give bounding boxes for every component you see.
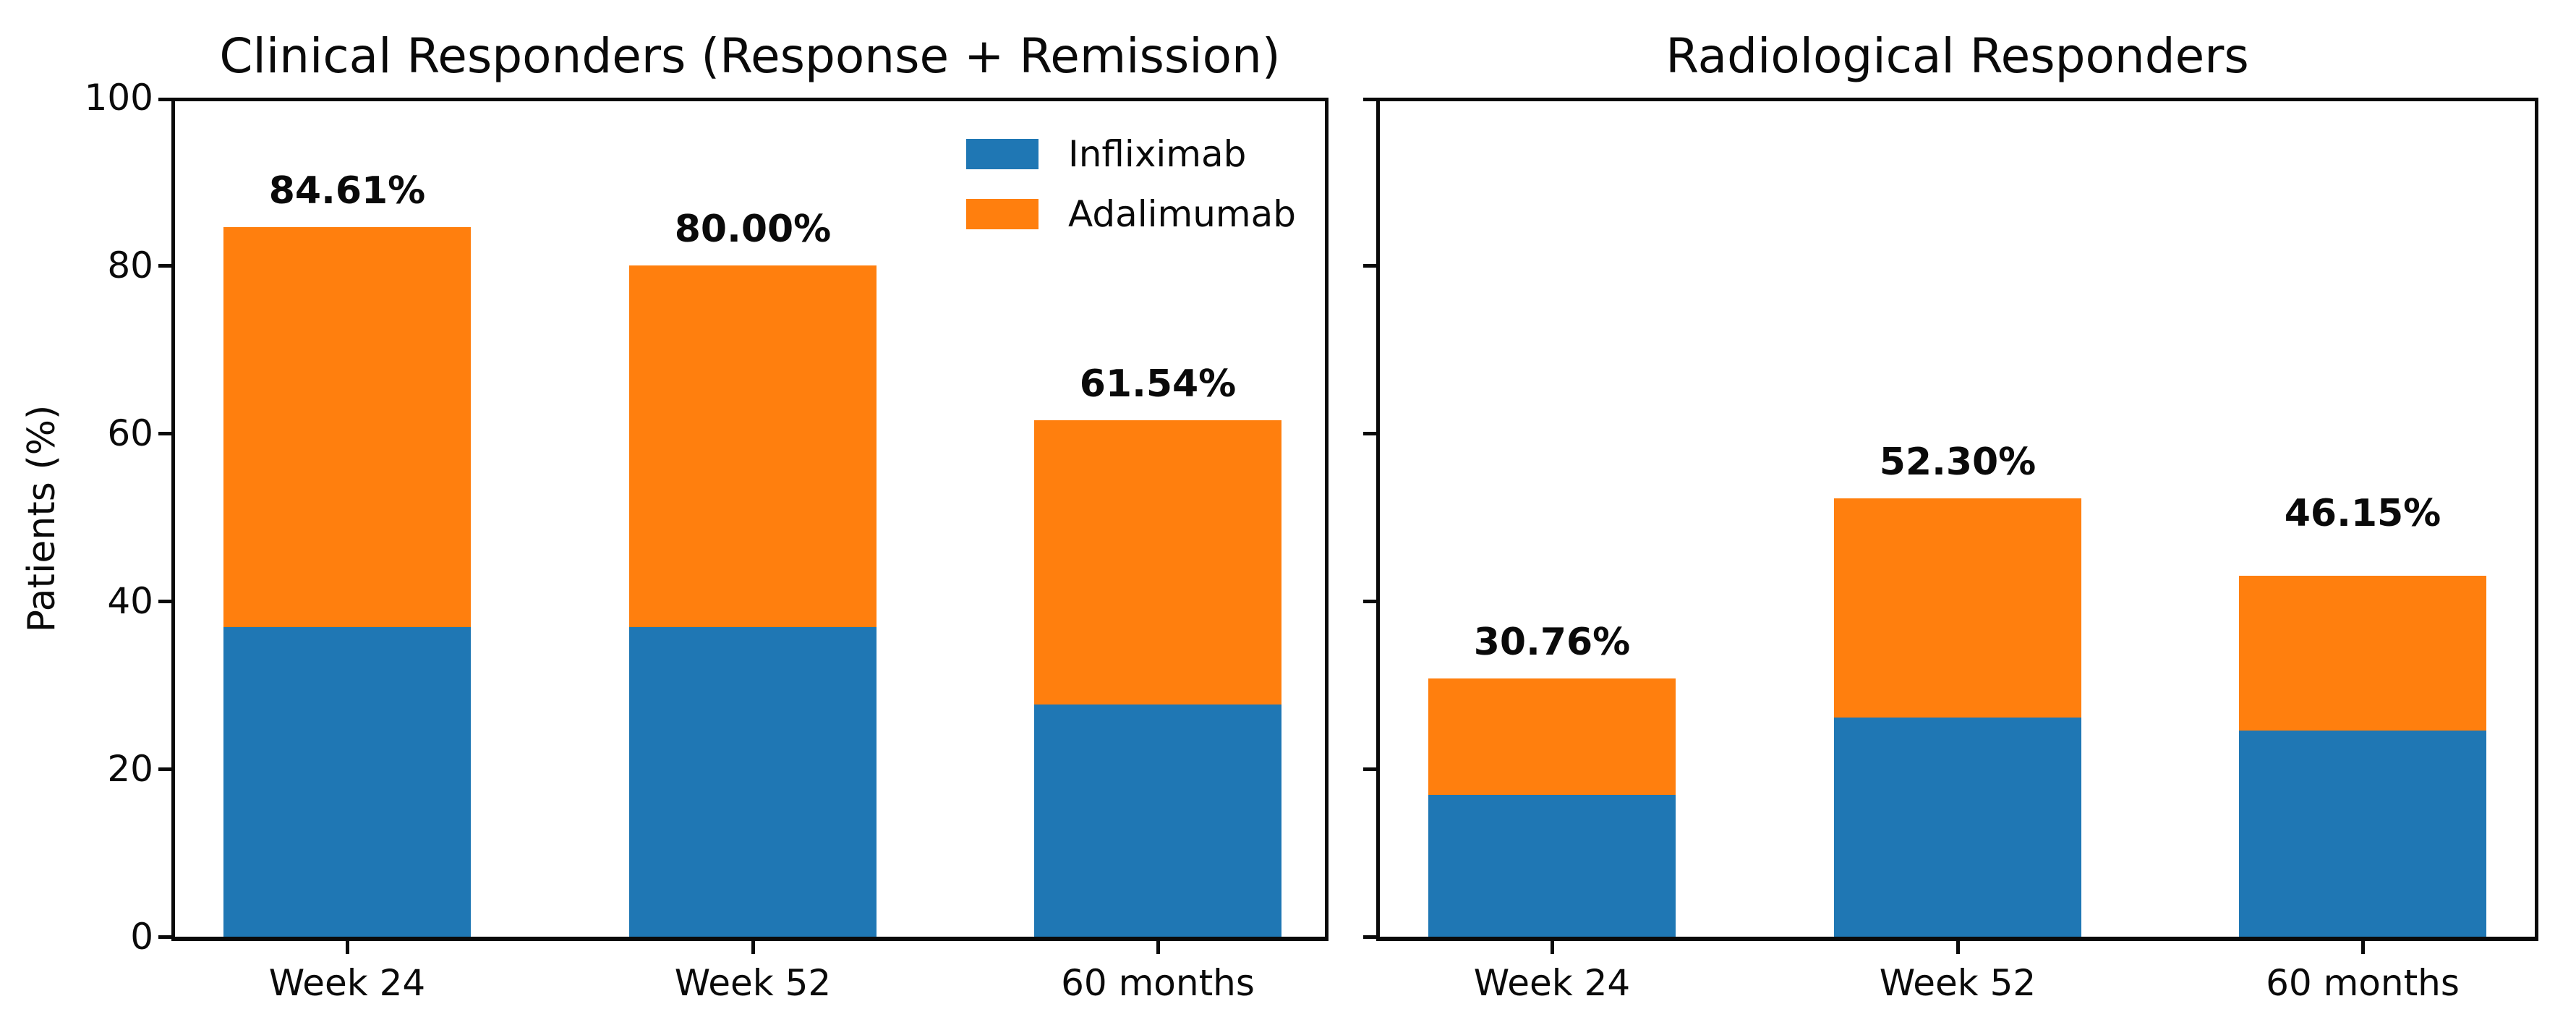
bar-total-label: 80.00% [674,208,832,251]
bar-segment-infliximab [1834,718,2081,937]
bar-segment-infliximab [629,627,877,937]
bar-group [1834,498,2081,937]
y-tick [1363,935,1376,939]
y-tick [158,264,171,268]
x-tick-label: 60 months [1061,962,1255,1004]
y-tick [1363,98,1376,101]
y-tick [158,767,171,771]
x-tick [2361,941,2365,954]
x-tick-label: Week 52 [674,962,832,1004]
y-tick-label: 100 [84,77,153,119]
bar-segment-adalimumab [2239,576,2486,731]
bar-segment-infliximab [2239,731,2486,937]
y-tick [158,98,171,101]
clinical-responders-panel: 0 20 40 60 80 100 84.61% Week 24 80.00% Week 52 61… [85,80,1328,1003]
radiological-panel-title: Radiological Responders [1666,28,2249,84]
bar-total-label: 46.15% [2284,492,2441,535]
bar-group [629,265,877,937]
bar-segment-adalimumab [223,227,471,627]
bar-total-label: 61.54% [1079,362,1237,406]
legend-label: Infliximab [1068,133,1247,175]
y-tick-label: 0 [130,916,153,958]
y-tick [158,432,171,435]
y-tick-label: 60 [107,412,153,454]
x-tick-label: Week 24 [1473,962,1631,1004]
x-tick-label: 60 months [2266,962,2460,1004]
bar-segment-infliximab [1428,795,1676,937]
x-tick [751,941,755,954]
bar-segment-infliximab [1034,705,1281,937]
legend-swatch-adalimumab [966,199,1038,229]
bar-segment-adalimumab [629,265,877,627]
x-tick [1551,941,1554,954]
y-tick [1363,432,1376,435]
clinical-panel-title: Clinical Responders (Response + Remissio… [219,28,1281,84]
bar-segment-adalimumab [1034,420,1281,705]
bar-total-label: 52.30% [1879,440,2037,484]
bar-group [2239,576,2486,937]
x-tick-label: Week 52 [1879,962,2037,1004]
bar-segment-adalimumab [1428,678,1676,795]
bar-total-label: 84.61% [268,169,426,213]
y-tick [1363,600,1376,603]
radiological-responders-panel: 30.76% Week 24 52.30% Week 52 46.15% 60 month… [1363,98,2538,1003]
bar-group [223,227,471,937]
x-tick [1156,941,1160,954]
bar-total-label: 30.76% [1473,621,1631,664]
bar-segment-adalimumab [1834,498,2081,718]
y-tick-label: 40 [107,580,153,622]
y-tick-label: 20 [107,748,153,790]
bar-group [1428,678,1676,937]
y-tick-label: 80 [107,244,153,286]
y-tick [1363,264,1376,268]
legend-swatch-infliximab [966,139,1038,169]
legend-item: Adalimumab [966,195,1429,234]
bar-group [1034,420,1281,937]
y-tick [158,600,171,603]
legend-label: Adalimumab [1068,193,1296,235]
legend-item: Infliximab [966,135,1429,174]
y-tick [158,935,171,939]
x-tick [1956,941,1960,954]
x-tick [346,941,349,954]
x-tick-label: Week 24 [268,962,426,1004]
y-tick [1363,767,1376,771]
bar-segment-infliximab [223,627,471,937]
